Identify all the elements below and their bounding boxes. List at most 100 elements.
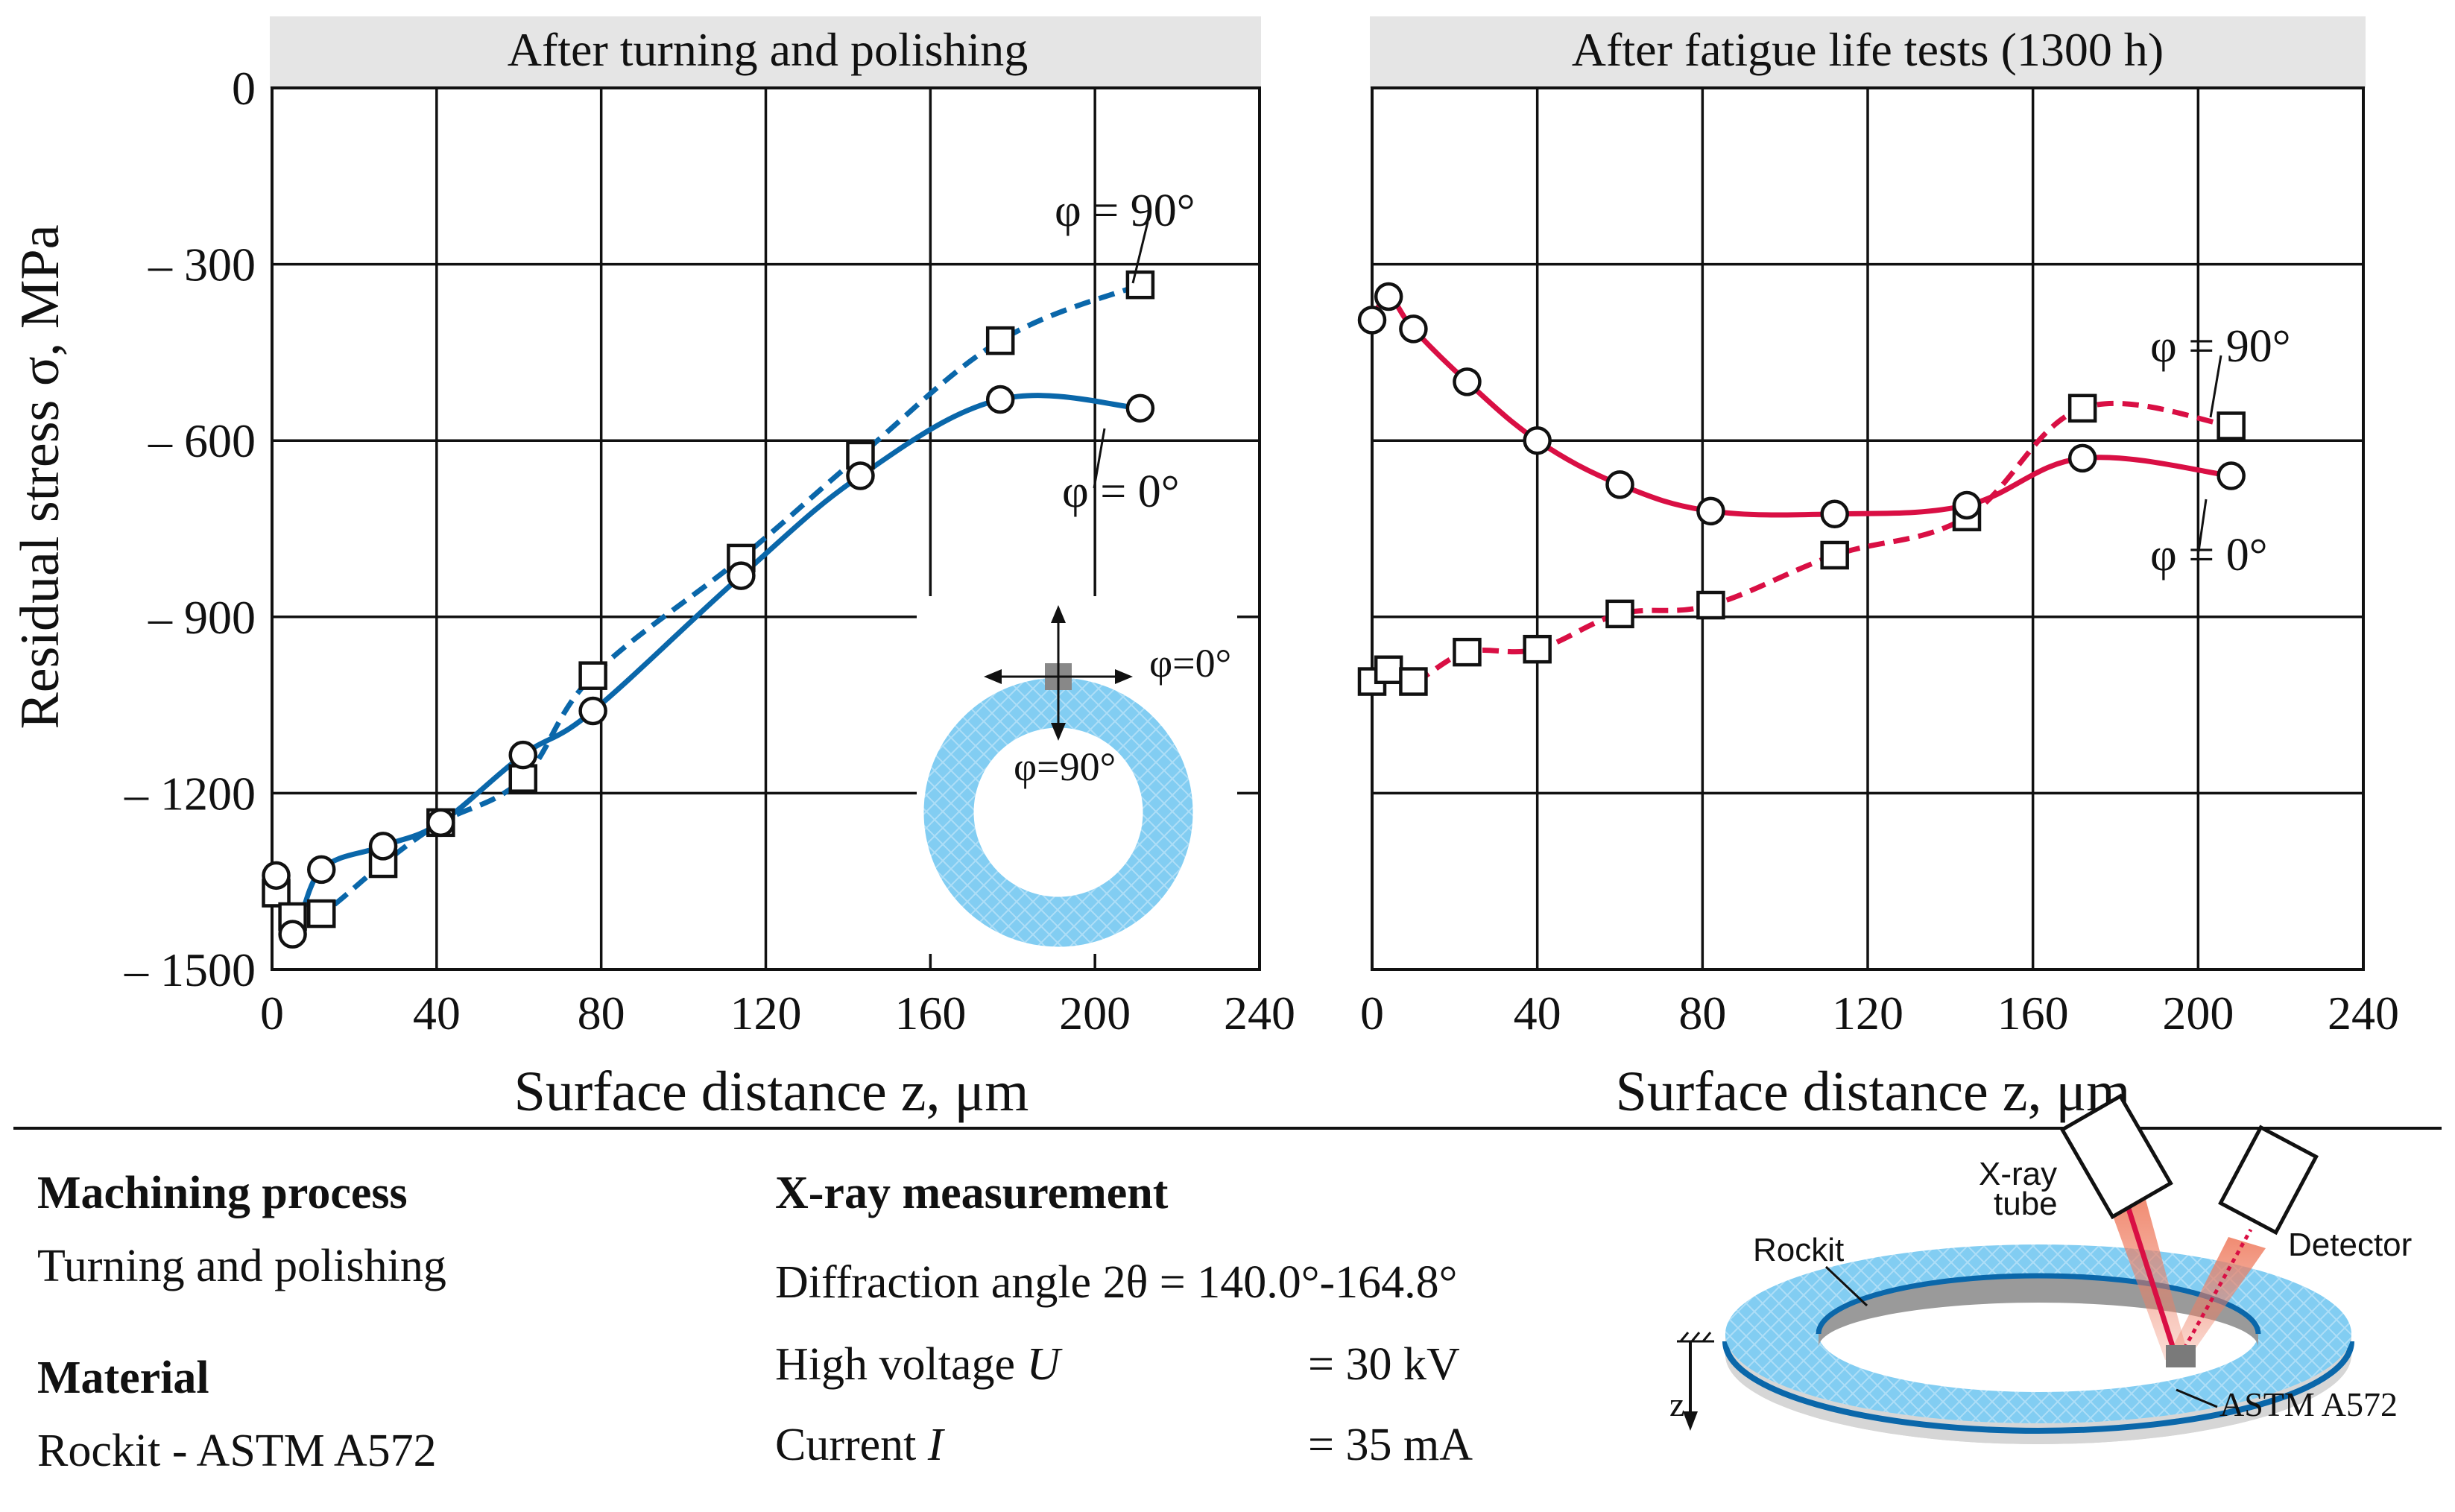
x-tick-label: 40 bbox=[413, 987, 461, 1040]
xray-title: X-ray measurement bbox=[775, 1168, 1169, 1218]
y-tick-label: – 600 bbox=[148, 414, 256, 467]
astm-leader bbox=[2176, 1388, 2218, 1408]
material-value: Rockit - ASTM A572 bbox=[37, 1426, 437, 1476]
data-point-square bbox=[1125, 270, 1155, 300]
xray-beam-diffracted bbox=[2178, 1228, 2253, 1358]
data-point-circle bbox=[578, 696, 607, 726]
x-tick-label: 200 bbox=[2162, 987, 2234, 1040]
plot-frame bbox=[271, 86, 1261, 971]
detector-label: Detector bbox=[2288, 1227, 2412, 1263]
arrowheads-0 bbox=[984, 669, 1133, 684]
inset-label-phi90: φ=90° bbox=[1014, 744, 1116, 789]
z-axis-ground bbox=[1677, 1332, 1714, 1343]
z-axis-arrowhead bbox=[1683, 1411, 1698, 1431]
data-point-circle bbox=[1125, 393, 1155, 423]
current-label: Current bbox=[775, 1420, 917, 1470]
voltage-value: = 30 kV bbox=[1308, 1339, 1460, 1390]
data-point-circle bbox=[2067, 443, 2097, 473]
current-value: = 35 mA bbox=[1308, 1420, 1473, 1470]
chart-after-turning: After turning and polishing 0 40 80 120 160 2… bbox=[124, 16, 1295, 1123]
detector-body bbox=[2218, 1124, 2319, 1236]
data-point-square bbox=[1820, 540, 1849, 570]
tick-labels: 0 40 80 120 160 200 240 0 – 300 – 600 – 900 – 1200 –… bbox=[124, 62, 1295, 1040]
annotations: φ = 90° φ = 0° bbox=[2150, 321, 2291, 581]
astm-label: ASTM A572 bbox=[2219, 1385, 2398, 1423]
diffraction-angle: Diffraction angle 2θ = 140.0°-164.8° bbox=[775, 1257, 1458, 1308]
detector bbox=[2218, 1124, 2319, 1236]
chart-title: After fatigue life tests (1300 h) bbox=[1572, 23, 2164, 76]
voltage-label: High voltage bbox=[775, 1339, 1015, 1390]
xray-beam-incident bbox=[2126, 1207, 2179, 1359]
y-tick-label: – 900 bbox=[148, 591, 256, 644]
data-point-circle bbox=[1523, 426, 1552, 455]
x-tick-label: 120 bbox=[730, 987, 802, 1040]
y-axis-label: Residual stress σ, MPa bbox=[10, 224, 71, 729]
y-tick-label: – 300 bbox=[148, 238, 256, 291]
data-point-circle bbox=[1952, 490, 1982, 520]
x-tick-label: 40 bbox=[1514, 987, 1561, 1040]
data-point-circle bbox=[426, 808, 455, 838]
tick-labels: 0 40 80 120 160 200 240 bbox=[1360, 987, 2399, 1040]
annotation-phi90: φ = 90° bbox=[1055, 186, 1195, 236]
data-point-circle bbox=[1453, 367, 1482, 396]
current-symbol: I bbox=[927, 1420, 944, 1470]
xray-tube-body bbox=[2059, 1093, 2173, 1220]
data-point-circle bbox=[985, 385, 1015, 414]
chart-after-fatigue: After fatigue life tests (1300 h) 0 40 80 1… bbox=[1357, 16, 2399, 1123]
material-title: Material bbox=[37, 1353, 209, 1403]
data-point-square bbox=[1605, 599, 1634, 629]
data-point-square bbox=[1696, 590, 1725, 620]
data-point-circle bbox=[368, 832, 398, 861]
data-point-circle bbox=[278, 920, 307, 949]
z-axis-label: z bbox=[1669, 1385, 1684, 1423]
measurement-spot bbox=[2166, 1345, 2196, 1367]
data-point-circle bbox=[1357, 306, 1387, 335]
xray-tube-label-2: tube bbox=[1994, 1186, 2058, 1222]
x-tick-label: 240 bbox=[1224, 987, 1295, 1040]
rockit-leader bbox=[1824, 1265, 1868, 1307]
x-tick-label: 120 bbox=[1832, 987, 1903, 1040]
x-axis-label: Surface distance z, μm bbox=[1616, 1060, 2131, 1123]
data-point-circle bbox=[1399, 314, 1428, 344]
ring-orientation-inset: φ=0° φ=90° bbox=[917, 596, 1237, 954]
x-tick-label: 160 bbox=[894, 987, 966, 1040]
data-point-square bbox=[307, 899, 336, 929]
current-row: Current I bbox=[775, 1422, 944, 1468]
data-point-square bbox=[2067, 393, 2097, 423]
series-line-phi90 bbox=[1370, 400, 2232, 685]
data-point-square bbox=[1374, 655, 1403, 685]
plot-frame bbox=[1371, 86, 2365, 971]
data-point-square bbox=[1523, 634, 1552, 664]
chart-title: After turning and polishing bbox=[508, 23, 1029, 76]
annotation-phi0: φ = 0° bbox=[1062, 466, 1180, 517]
inset-label-phi0: φ=0° bbox=[1149, 641, 1231, 686]
data-point-circle bbox=[1605, 470, 1634, 499]
x-axis-label: Surface distance z, μm bbox=[514, 1060, 1029, 1123]
data-point-square bbox=[1399, 667, 1428, 696]
data-point-square bbox=[508, 764, 538, 793]
ring-inner-blue-edge bbox=[1816, 1273, 2261, 1335]
data-point-circle bbox=[1820, 499, 1849, 529]
x-tick-label: 0 bbox=[1360, 987, 1384, 1040]
data-point-circle bbox=[2217, 461, 2246, 490]
ring-blue-band bbox=[1722, 1341, 2354, 1434]
x-tick-label: 200 bbox=[1059, 987, 1131, 1040]
xray-tube bbox=[2059, 1093, 2173, 1220]
data-point-circle bbox=[846, 461, 875, 490]
data-point-square bbox=[985, 326, 1015, 355]
data-point-circle bbox=[1374, 282, 1403, 311]
annotation-leader-0 bbox=[2197, 499, 2208, 552]
chart-title-bar bbox=[1370, 16, 2366, 88]
data-point-circle bbox=[307, 855, 336, 885]
data-point-circle bbox=[1696, 496, 1725, 526]
x-tick-label: 80 bbox=[1678, 987, 1726, 1040]
xray-tube-label-1: X-ray bbox=[1979, 1156, 2057, 1192]
setup-diagram: X-ray tube Detector Rockit ASTM A572 z bbox=[1669, 1093, 2412, 1444]
annotations: φ = 90° φ = 0° bbox=[1055, 186, 1195, 517]
x-tick-label: 80 bbox=[578, 987, 625, 1040]
data-point-circle bbox=[262, 861, 291, 891]
y-tick-label: 0 bbox=[232, 62, 256, 115]
annotation-phi90: φ = 90° bbox=[2150, 321, 2291, 372]
series-layer bbox=[1357, 282, 2246, 696]
grid bbox=[1371, 86, 2365, 971]
